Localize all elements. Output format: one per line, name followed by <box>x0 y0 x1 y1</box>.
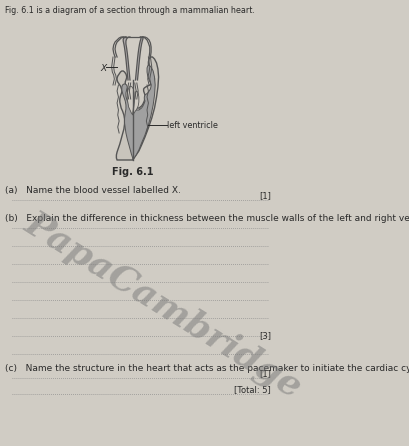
Polygon shape <box>141 37 143 38</box>
Polygon shape <box>140 39 143 41</box>
Text: [Total: 5]: [Total: 5] <box>234 385 271 395</box>
Text: [3]: [3] <box>259 331 271 340</box>
Text: X: X <box>101 64 107 73</box>
Text: left ventricle: left ventricle <box>167 120 218 129</box>
Polygon shape <box>136 66 139 73</box>
Text: Fig. 6.1: Fig. 6.1 <box>112 167 153 177</box>
Polygon shape <box>139 44 142 48</box>
Polygon shape <box>123 39 127 41</box>
Polygon shape <box>127 86 134 115</box>
Polygon shape <box>141 38 143 39</box>
Text: PapaCambridge: PapaCambridge <box>18 206 308 405</box>
Polygon shape <box>117 57 159 160</box>
Polygon shape <box>122 65 155 160</box>
Polygon shape <box>124 37 129 38</box>
Polygon shape <box>127 73 130 80</box>
Polygon shape <box>133 91 139 115</box>
Polygon shape <box>139 41 142 44</box>
Text: (c)   Name the structure in the heart that acts as the pacemaker to initiate the: (c) Name the structure in the heart that… <box>5 364 409 373</box>
Text: [1]: [1] <box>259 191 271 201</box>
Polygon shape <box>125 53 128 59</box>
Text: Fig. 6.1 is a diagram of a section through a mammalian heart.: Fig. 6.1 is a diagram of a section throu… <box>5 6 255 15</box>
Polygon shape <box>123 38 127 39</box>
Text: [1]: [1] <box>259 369 271 379</box>
Text: (a)   Name the blood vessel labelled X.: (a) Name the blood vessel labelled X. <box>5 186 181 195</box>
Polygon shape <box>135 73 138 80</box>
Polygon shape <box>127 66 129 73</box>
Polygon shape <box>138 48 141 53</box>
Polygon shape <box>125 48 127 53</box>
Polygon shape <box>123 41 126 44</box>
Text: (b)   Explain the difference in thickness between the muscle walls of the left a: (b) Explain the difference in thickness … <box>5 214 409 223</box>
Polygon shape <box>137 59 139 66</box>
Polygon shape <box>137 53 140 59</box>
Polygon shape <box>124 44 127 48</box>
Polygon shape <box>126 59 129 66</box>
